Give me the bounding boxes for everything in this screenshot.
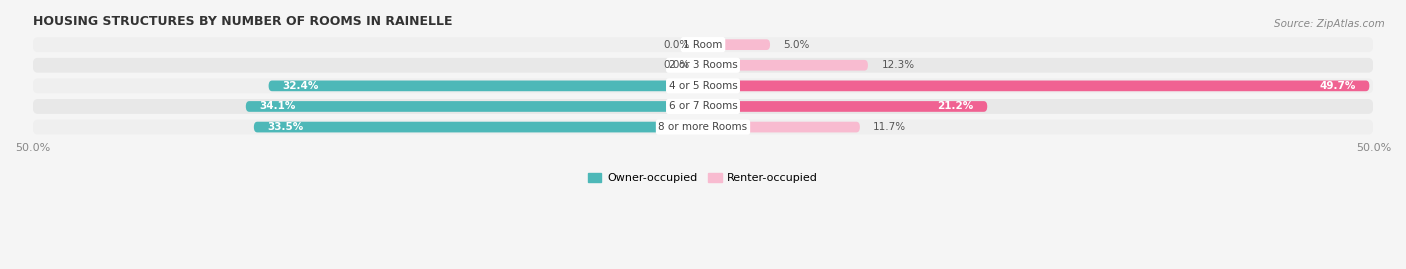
FancyBboxPatch shape xyxy=(703,122,860,132)
Text: 49.7%: 49.7% xyxy=(1320,81,1355,91)
FancyBboxPatch shape xyxy=(32,99,1374,114)
FancyBboxPatch shape xyxy=(703,101,987,112)
FancyBboxPatch shape xyxy=(703,80,1369,91)
Text: 0.0%: 0.0% xyxy=(664,40,689,50)
Legend: Owner-occupied, Renter-occupied: Owner-occupied, Renter-occupied xyxy=(583,168,823,187)
FancyBboxPatch shape xyxy=(703,39,770,50)
Text: 32.4%: 32.4% xyxy=(283,81,318,91)
FancyBboxPatch shape xyxy=(32,37,1374,52)
FancyBboxPatch shape xyxy=(32,79,1374,93)
Text: 11.7%: 11.7% xyxy=(873,122,907,132)
Text: 6 or 7 Rooms: 6 or 7 Rooms xyxy=(669,101,737,111)
Text: 4 or 5 Rooms: 4 or 5 Rooms xyxy=(669,81,737,91)
Text: HOUSING STRUCTURES BY NUMBER OF ROOMS IN RAINELLE: HOUSING STRUCTURES BY NUMBER OF ROOMS IN… xyxy=(32,15,453,28)
Text: Source: ZipAtlas.com: Source: ZipAtlas.com xyxy=(1274,19,1385,29)
Text: 21.2%: 21.2% xyxy=(938,101,974,111)
FancyBboxPatch shape xyxy=(32,120,1374,134)
Text: 33.5%: 33.5% xyxy=(267,122,304,132)
FancyBboxPatch shape xyxy=(269,80,703,91)
Text: 12.3%: 12.3% xyxy=(882,60,914,70)
Text: 0.0%: 0.0% xyxy=(664,60,689,70)
FancyBboxPatch shape xyxy=(254,122,703,132)
Text: 5.0%: 5.0% xyxy=(783,40,810,50)
Text: 8 or more Rooms: 8 or more Rooms xyxy=(658,122,748,132)
FancyBboxPatch shape xyxy=(246,101,703,112)
Text: 1 Room: 1 Room xyxy=(683,40,723,50)
Text: 34.1%: 34.1% xyxy=(259,101,295,111)
FancyBboxPatch shape xyxy=(32,58,1374,73)
FancyBboxPatch shape xyxy=(703,60,868,71)
Text: 2 or 3 Rooms: 2 or 3 Rooms xyxy=(669,60,737,70)
